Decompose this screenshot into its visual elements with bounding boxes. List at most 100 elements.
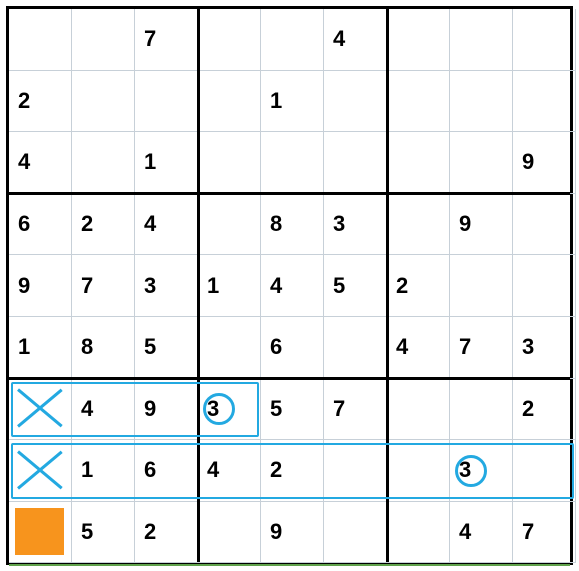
cell-r0-c1[interactable]	[72, 9, 135, 71]
cell-r6-c6[interactable]	[387, 379, 450, 441]
cell-value: 4	[144, 211, 156, 237]
cell-r5-c8[interactable]: 3	[513, 317, 576, 379]
cell-r4-c4[interactable]: 4	[261, 255, 324, 317]
cell-r4-c1[interactable]: 7	[72, 255, 135, 317]
cell-r6-c2[interactable]: 9	[135, 379, 198, 441]
cell-r7-c8[interactable]	[513, 440, 576, 502]
cell-r3-c2[interactable]: 4	[135, 194, 198, 256]
cell-r8-c4[interactable]: 9	[261, 502, 324, 564]
box-vline-6	[386, 9, 389, 562]
cell-r8-c1[interactable]: 5	[72, 502, 135, 564]
cell-r2-c5[interactable]	[324, 132, 387, 194]
cell-r8-c3[interactable]	[198, 502, 261, 564]
cell-r6-c1[interactable]: 4	[72, 379, 135, 441]
cell-r2-c1[interactable]	[72, 132, 135, 194]
cell-r7-c2[interactable]: 6	[135, 440, 198, 502]
cell-r1-c0[interactable]: 2	[9, 71, 72, 133]
cell-r1-c1[interactable]	[72, 71, 135, 133]
bottom-edge-line	[9, 564, 570, 566]
cell-r2-c3[interactable]	[198, 132, 261, 194]
cell-r3-c5[interactable]: 3	[324, 194, 387, 256]
cell-value: 2	[81, 211, 93, 237]
cell-r4-c2[interactable]: 3	[135, 255, 198, 317]
cell-r7-c0[interactable]	[9, 440, 72, 502]
cell-r1-c2[interactable]	[135, 71, 198, 133]
cell-r2-c8[interactable]: 9	[513, 132, 576, 194]
cell-value: 3	[144, 273, 156, 299]
cell-value: 7	[333, 396, 345, 422]
cell-value: 7	[459, 334, 471, 360]
cell-r2-c7[interactable]	[450, 132, 513, 194]
cell-r1-c3[interactable]	[198, 71, 261, 133]
cell-r0-c6[interactable]	[387, 9, 450, 71]
cell-r7-c7[interactable]: 3	[450, 440, 513, 502]
cell-value: 7	[144, 26, 156, 52]
cell-value: 1	[18, 334, 30, 360]
cell-value: 4	[81, 396, 93, 422]
cell-r5-c2[interactable]: 5	[135, 317, 198, 379]
cell-value: 9	[459, 211, 471, 237]
cell-r5-c6[interactable]: 4	[387, 317, 450, 379]
cell-value: 6	[18, 211, 30, 237]
cell-r6-c4[interactable]: 5	[261, 379, 324, 441]
cell-r5-c3[interactable]	[198, 317, 261, 379]
cell-r4-c8[interactable]	[513, 255, 576, 317]
cell-r7-c4[interactable]: 2	[261, 440, 324, 502]
cell-r5-c5[interactable]	[324, 317, 387, 379]
cell-r0-c2[interactable]: 7	[135, 9, 198, 71]
cell-r1-c6[interactable]	[387, 71, 450, 133]
cell-r6-c7[interactable]	[450, 379, 513, 441]
cell-value: 5	[81, 519, 93, 545]
cell-r0-c3[interactable]	[198, 9, 261, 71]
cell-r2-c0[interactable]: 4	[9, 132, 72, 194]
cell-r3-c1[interactable]: 2	[72, 194, 135, 256]
cell-r8-c0[interactable]	[9, 502, 72, 564]
cell-value: 4	[333, 26, 345, 52]
cell-r8-c2[interactable]: 2	[135, 502, 198, 564]
cell-r2-c2[interactable]: 1	[135, 132, 198, 194]
cell-r1-c8[interactable]	[513, 71, 576, 133]
cell-r4-c7[interactable]	[450, 255, 513, 317]
cell-r7-c5[interactable]	[324, 440, 387, 502]
cell-r5-c4[interactable]: 6	[261, 317, 324, 379]
cell-r2-c6[interactable]	[387, 132, 450, 194]
cell-r6-c8[interactable]: 2	[513, 379, 576, 441]
cell-r7-c3[interactable]: 4	[198, 440, 261, 502]
cell-r0-c4[interactable]	[261, 9, 324, 71]
cell-r0-c5[interactable]: 4	[324, 9, 387, 71]
cell-r6-c5[interactable]: 7	[324, 379, 387, 441]
cell-r4-c3[interactable]: 1	[198, 255, 261, 317]
cell-r3-c6[interactable]	[387, 194, 450, 256]
cell-value: 5	[144, 334, 156, 360]
cell-r3-c8[interactable]	[513, 194, 576, 256]
cell-r7-c1[interactable]: 1	[72, 440, 135, 502]
cell-r8-c7[interactable]: 4	[450, 502, 513, 564]
cell-r3-c0[interactable]: 6	[9, 194, 72, 256]
cell-r4-c6[interactable]: 2	[387, 255, 450, 317]
cell-r5-c0[interactable]: 1	[9, 317, 72, 379]
cell-value: 9	[144, 396, 156, 422]
cell-value: 7	[522, 519, 534, 545]
cell-r0-c8[interactable]	[513, 9, 576, 71]
cell-r3-c4[interactable]: 8	[261, 194, 324, 256]
cell-r0-c0[interactable]	[9, 9, 72, 71]
cell-r4-c5[interactable]: 5	[324, 255, 387, 317]
cell-r8-c5[interactable]	[324, 502, 387, 564]
cell-r0-c7[interactable]	[450, 9, 513, 71]
cell-value: 4	[207, 457, 219, 483]
cell-r7-c6[interactable]	[387, 440, 450, 502]
cell-r6-c0[interactable]	[9, 379, 72, 441]
cell-r2-c4[interactable]	[261, 132, 324, 194]
cell-r4-c0[interactable]: 9	[9, 255, 72, 317]
cell-r8-c6[interactable]	[387, 502, 450, 564]
cell-r5-c1[interactable]: 8	[72, 317, 135, 379]
cell-r3-c7[interactable]: 9	[450, 194, 513, 256]
cell-r1-c5[interactable]	[324, 71, 387, 133]
cell-r5-c7[interactable]: 7	[450, 317, 513, 379]
cell-r1-c4[interactable]: 1	[261, 71, 324, 133]
cell-value: 1	[270, 88, 282, 114]
cell-r6-c3[interactable]: 3	[198, 379, 261, 441]
cell-r1-c7[interactable]	[450, 71, 513, 133]
cell-r8-c8[interactable]: 7	[513, 502, 576, 564]
cell-r3-c3[interactable]	[198, 194, 261, 256]
